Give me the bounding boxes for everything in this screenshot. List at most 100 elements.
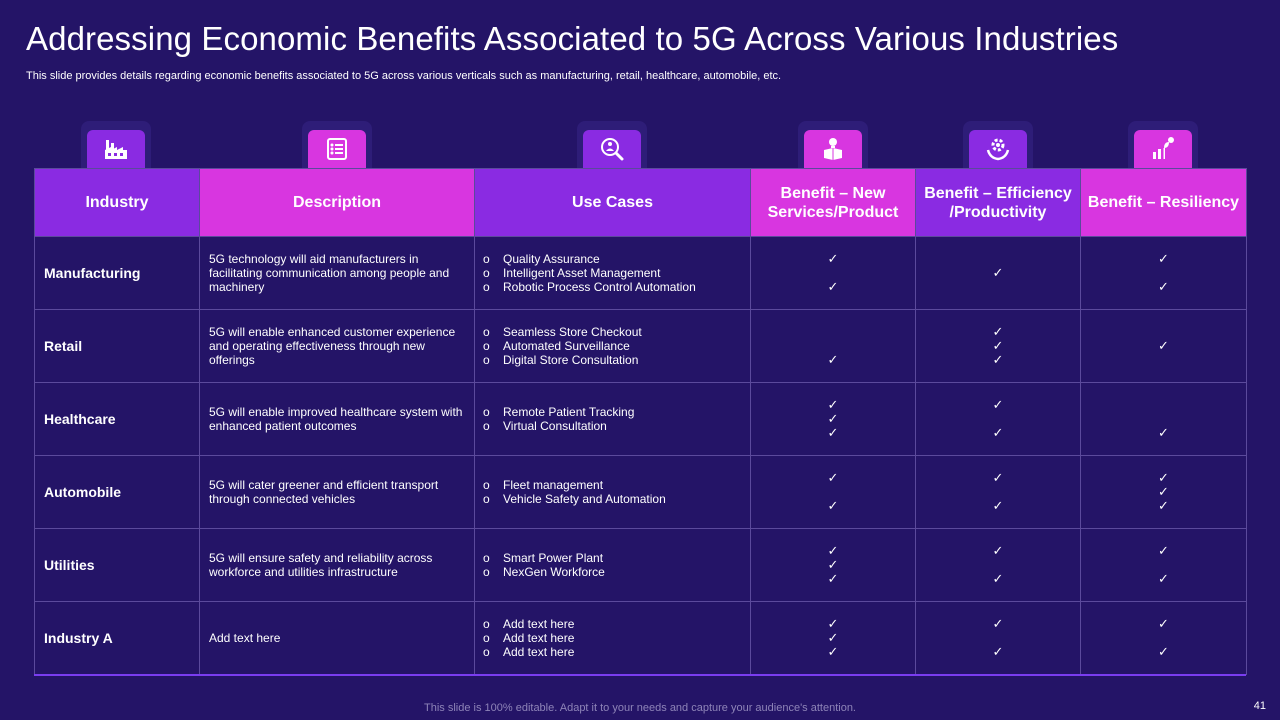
benefit-resiliency-cell: ✓ ✓ — [1080, 528, 1247, 602]
benefit-new-services-cell: ✓ ✓ — [750, 236, 916, 310]
checkmark-icon: ✓ — [1158, 484, 1169, 499]
checkmark-icon: ✓ — [1158, 644, 1169, 659]
box-lightbulb-icon — [804, 130, 862, 170]
list-item: o Virtual Consultation — [483, 419, 750, 433]
bullet-icon: o — [483, 551, 490, 565]
use-case-list: o Seamless Store Checkout o Automated Surve… — [483, 325, 750, 367]
list-item: o Smart Power Plant — [483, 551, 750, 565]
bullet-icon: o — [483, 353, 490, 367]
checkmark-icon: ✓ — [1158, 616, 1169, 631]
bullet-icon: o — [483, 565, 490, 579]
header-benefit-new-services: Benefit – New Services/Product — [750, 168, 916, 237]
checkmark-icon: ✓ — [992, 324, 1004, 339]
checkmark-icon: ✓ — [1158, 470, 1169, 485]
use-case-text: NexGen Workforce — [503, 565, 605, 579]
list-item: o Digital Store Consultation — [483, 353, 750, 367]
benefit-new-services-cell: ✓ — [750, 309, 916, 383]
list-item: o Add text here — [483, 631, 750, 645]
checkmark-icon: ✓ — [827, 616, 839, 631]
checkmark-icon: ✓ — [1158, 338, 1169, 353]
bullet-icon: o — [483, 339, 490, 353]
bullet-icon: o — [483, 280, 490, 294]
header-benefit-efficiency: Benefit – Efficiency /Productivity — [915, 168, 1081, 237]
use-case-text: Smart Power Plant — [503, 551, 604, 565]
benefit-resiliency-cell: ✓ ✓ — [1080, 236, 1247, 310]
checkmark-icon: ✓ — [992, 498, 1004, 513]
table-row: Automobile 5G will cater greener and effi… — [34, 455, 1247, 529]
checkmark-icon: ✓ — [827, 251, 839, 266]
slide-title: Addressing Economic Benefits Associated … — [26, 20, 1119, 57]
checkmark-icon: ✓ — [992, 543, 1004, 558]
industry-cell: Industry A — [34, 601, 200, 675]
table-header-row: Industry Description Use Cases Benefit –… — [34, 168, 1247, 237]
bullet-icon: o — [483, 405, 490, 419]
list-item: o Add text here — [483, 617, 750, 631]
checkmark-icon: ✓ — [827, 630, 839, 645]
checkmark-icon: ✓ — [827, 470, 839, 485]
table-bottom-accent — [34, 674, 1246, 676]
use-case-text: Seamless Store Checkout — [503, 325, 642, 339]
checkmark-icon: ✓ — [827, 543, 839, 558]
column-icons — [0, 121, 1280, 170]
icon-tab — [798, 121, 868, 170]
benefit-efficiency-cell: ✓ — [915, 236, 1081, 310]
use-case-text: Automated Surveillance — [503, 339, 630, 353]
icon-tab — [302, 121, 372, 170]
checkmark-icon: ✓ — [992, 425, 1004, 440]
checkmark-icon: ✓ — [827, 571, 839, 586]
description-cell: 5G will enable enhanced customer experie… — [199, 309, 475, 383]
use-case-list: o Smart Power Plant o NexGen Workforce — [483, 551, 750, 579]
use-case-list: o Quality Assurance o Intelligent Asset Man… — [483, 252, 750, 294]
use-cases-cell: o Quality Assurance o Intelligent Asset Man… — [474, 236, 751, 310]
checkmark-icon: ✓ — [992, 338, 1004, 353]
use-case-text: Vehicle Safety and Automation — [503, 492, 666, 506]
document-list-icon — [308, 130, 366, 170]
checkmark-icon: ✓ — [827, 279, 839, 294]
checkmark-icon: ✓ — [992, 644, 1004, 659]
industry-cell: Utilities — [34, 528, 200, 602]
checkmark-icon: ✓ — [992, 616, 1004, 631]
use-cases-cell: o Fleet management o Vehicle Safety and Aut… — [474, 455, 751, 529]
benefit-new-services-cell: ✓ ✓ ✓ — [750, 382, 916, 456]
use-case-text: Remote Patient Tracking — [503, 405, 635, 419]
checkmark-icon: ✓ — [1158, 498, 1169, 513]
icon-tab — [1128, 121, 1198, 170]
checkmark-icon: ✓ — [1158, 251, 1169, 266]
use-case-list: o Add text here o Add text here o Add text he… — [483, 617, 750, 659]
industry-cell: Healthcare — [34, 382, 200, 456]
checkmark-icon: ✓ — [1158, 279, 1169, 294]
table-row: Retail 5G will enable enhanced customer e… — [34, 309, 1247, 383]
use-case-text: Robotic Process Control Automation — [503, 280, 696, 294]
benefit-new-services-cell: ✓ ✓ ✓ — [750, 601, 916, 675]
list-item: o Vehicle Safety and Automation — [483, 492, 750, 506]
use-cases-cell: o Seamless Store Checkout o Automated Surve… — [474, 309, 751, 383]
benefit-new-services-cell: ✓ ✓ ✓ — [750, 528, 916, 602]
checkmark-icon: ✓ — [992, 470, 1004, 485]
use-case-text: Add text here — [503, 645, 575, 659]
use-case-text: Add text here — [503, 631, 575, 645]
checkmark-icon: ✓ — [1158, 571, 1169, 586]
benefit-efficiency-cell: ✓ ✓ — [915, 528, 1081, 602]
header-description: Description — [199, 168, 475, 237]
icon-tab — [81, 121, 151, 170]
checkmark-icon: ✓ — [827, 425, 839, 440]
industry-cell: Automobile — [34, 455, 200, 529]
use-case-text: Digital Store Consultation — [503, 353, 639, 367]
table-row: Healthcare 5G will enable improved health… — [34, 382, 1247, 456]
checkmark-icon: ✓ — [992, 352, 1004, 367]
list-item: o Intelligent Asset Management — [483, 266, 750, 280]
checkmark-icon: ✓ — [992, 571, 1004, 586]
use-cases-cell: o Add text here o Add text here o Add text he… — [474, 601, 751, 675]
benefit-efficiency-cell: ✓ ✓ — [915, 382, 1081, 456]
benefit-efficiency-cell: ✓ ✓ ✓ — [915, 309, 1081, 383]
list-item: o Robotic Process Control Automation — [483, 280, 750, 294]
use-cases-cell: o Remote Patient Tracking o Virtual Consult… — [474, 382, 751, 456]
industry-cell: Manufacturing — [34, 236, 200, 310]
list-item: o Fleet management — [483, 478, 750, 492]
bullet-icon: o — [483, 478, 490, 492]
bullet-icon: o — [483, 419, 490, 433]
use-case-list: o Remote Patient Tracking o Virtual Consult… — [483, 405, 750, 433]
bullet-icon: o — [483, 617, 490, 631]
table-row: Manufacturing 5G technology will aid manu… — [34, 236, 1247, 310]
bullet-icon: o — [483, 325, 490, 339]
